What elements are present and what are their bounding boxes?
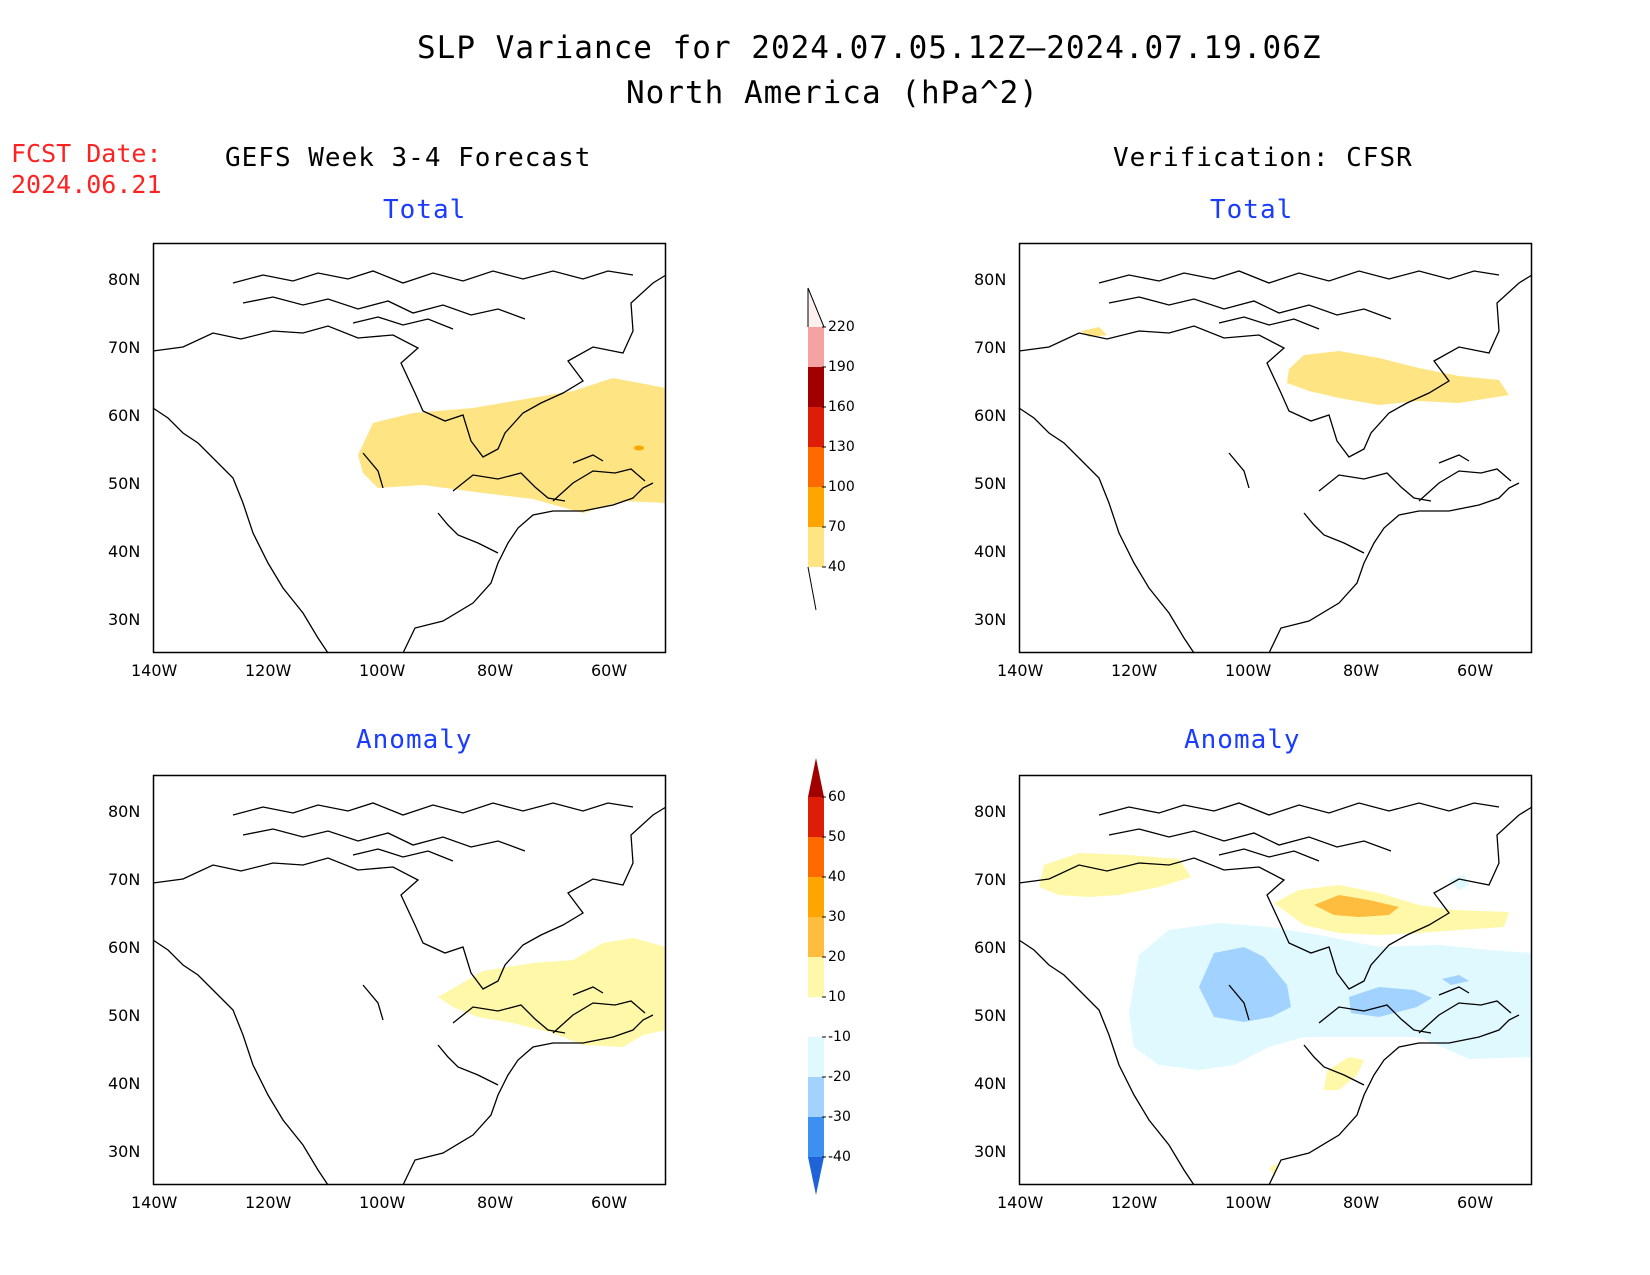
lat-tick-label: 60N [974,406,1007,425]
colorbar-total-label: 190 [828,359,855,375]
colorbar-total [807,287,826,611]
shading-verification-anomaly [1039,853,1532,1177]
verification-header: Verification: CFSR [1113,143,1413,173]
panel-title-verification-total: Total [1210,195,1294,225]
panel-title-verification-anomaly: Anomaly [1184,725,1301,755]
lat-tick-label: 60N [108,938,141,957]
colorbar-total-segment [808,327,824,367]
colorbar-anomaly-segment [808,758,824,797]
colorbar-anomaly-label: 60 [828,789,846,805]
lat-tick-label: 80N [974,802,1007,821]
lat-tick-label: 30N [974,1142,1007,1161]
lat-tick-label: 80N [974,270,1007,289]
lon-tick-label: 120W [1111,661,1158,680]
colorbar-total-segment [808,527,824,567]
lat-tick-label: 50N [108,1006,141,1025]
colorbar-anomaly-label: -10 [828,1029,851,1045]
lat-tick-label: 60N [974,938,1007,957]
lat-tick-label: 70N [108,870,141,889]
colorbar-anomaly-label: 40 [828,869,846,885]
lon-tick-label: 120W [245,661,292,680]
shading-forecast-anomaly [438,938,666,1047]
lon-tick-label: 80W [1343,661,1380,680]
colorbar-anomaly-segment [808,1077,824,1117]
lon-tick-label: 60W [591,1193,628,1212]
lat-tick-label: 40N [108,542,141,561]
colorbar-anomaly-segment [808,917,824,957]
panel-title-forecast-total: Total [383,195,467,225]
lat-tick-label: 30N [108,610,141,629]
colorbar-anomaly-segment [808,1037,824,1077]
map-verification-total [1018,242,1533,654]
colorbar-anomaly-segment [808,997,824,1037]
colorbar-total-label: 220 [828,319,855,335]
lat-tick-label: 40N [974,1074,1007,1093]
colorbar-anomaly-label: 30 [828,909,846,925]
shading-forecast-total [358,378,666,513]
lat-tick-label: 60N [108,406,141,425]
lon-tick-label: 80W [1343,1193,1380,1212]
lat-tick-label: 80N [108,802,141,821]
lon-tick-label: 80W [477,1193,514,1212]
lat-tick-label: 70N [974,338,1007,357]
lat-tick-label: 70N [974,870,1007,889]
lat-tick-label: 40N [108,1074,141,1093]
colorbar-anomaly [808,758,826,1195]
lon-tick-label: 120W [1111,1193,1158,1212]
colorbar-anomaly-segment [808,957,824,997]
colorbar-anomaly-label: -30 [828,1109,851,1125]
panel-title-forecast-anomaly: Anomaly [356,725,473,755]
colorbar-anomaly-label: 20 [828,949,846,965]
lat-tick-label: 70N [108,338,141,357]
lat-tick-label: 30N [108,1142,141,1161]
colorbar-anomaly-label: -40 [828,1149,851,1165]
lat-tick-label: 40N [974,542,1007,561]
lat-tick-label: 80N [108,270,141,289]
lon-tick-label: 60W [591,661,628,680]
lon-tick-label: 100W [359,1193,406,1212]
lat-tick-label: 50N [974,474,1007,493]
colorbar-anomaly-label: -20 [828,1069,851,1085]
colorbar-anomaly-label: 50 [828,829,846,845]
lon-tick-label: 140W [997,1193,1044,1212]
lon-tick-label: 80W [477,661,514,680]
colorbar-anomaly-segment [808,1117,824,1157]
lon-tick-label: 100W [1225,661,1272,680]
colorbar-anomaly-segment [808,837,824,877]
lat-tick-label: 50N [974,1006,1007,1025]
fcst-date-value: 2024.06.21 [11,170,162,199]
lon-tick-label: 120W [245,1193,292,1212]
colorbar-anomaly-segment [808,1157,824,1195]
lon-tick-label: 140W [131,661,178,680]
map-forecast-anomaly [152,774,667,1186]
map-verification-anomaly [1018,774,1533,1186]
lon-tick-label: 140W [997,661,1044,680]
main-title: SLP Variance for 2024.07.05.12Z–2024.07.… [417,30,1322,66]
lon-tick-label: 60W [1457,661,1494,680]
colorbar-total-segment [808,367,824,407]
colorbar-anomaly-label: 10 [828,989,846,1005]
colorbar-total-label: 40 [828,559,846,575]
colorbar-total-label: 130 [828,439,855,455]
colorbar-anomaly-segment [808,877,824,917]
forecast-header: GEFS Week 3-4 Forecast [225,143,592,173]
map-forecast-total [152,242,667,654]
lat-tick-label: 30N [974,610,1007,629]
colorbar-total-segment [808,447,824,487]
colorbar-total-segment [808,487,824,527]
colorbar-anomaly-segment [808,797,824,837]
lon-tick-label: 100W [1225,1193,1272,1212]
lat-tick-label: 50N [108,474,141,493]
fcst-date-label: FCST Date: [11,139,162,168]
colorbar-total-label: 70 [828,519,846,535]
colorbar-total-label: 160 [828,399,855,415]
lon-tick-label: 140W [131,1193,178,1212]
lon-tick-label: 60W [1457,1193,1494,1212]
lon-tick-label: 100W [359,661,406,680]
main-subtitle: North America (hPa^2) [626,75,1039,111]
colorbar-total-label: 100 [828,479,855,495]
colorbar-total-segment [808,407,824,447]
